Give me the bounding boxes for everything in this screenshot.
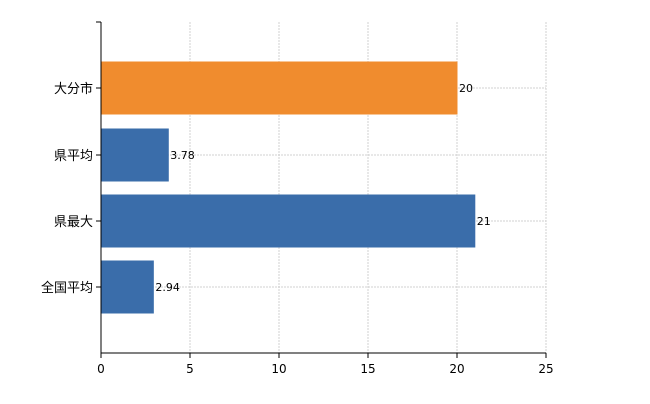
bar-4 (100, 260, 154, 314)
category-label: 県最大 (54, 215, 93, 230)
x-tick-label: 25 (538, 362, 553, 376)
data-label: 20 (459, 82, 473, 95)
x-tick-label: 0 (97, 362, 105, 376)
x-tick-label: 10 (271, 362, 286, 376)
bar-3 (100, 194, 476, 248)
bar-2 (100, 128, 169, 182)
axis-layer (100, 22, 546, 354)
x-tick-label: 20 (449, 362, 464, 376)
bar-layer (100, 61, 476, 314)
x-tick-label: 15 (360, 362, 375, 376)
label-layer: 0 5 10 15 20 25 大分市 20 県平均 3.78 県最大 21 全国平均 2.94 (41, 21, 554, 376)
data-label: 3.78 (170, 149, 195, 162)
bar-1 (100, 61, 458, 115)
category-label: 大分市 (54, 81, 93, 97)
x-tick-label: 5 (186, 362, 194, 376)
data-label: 21 (477, 215, 491, 228)
category-label: 県平均 (54, 149, 93, 164)
category-label: 全国平均 (41, 280, 93, 296)
data-label: 2.94 (155, 281, 180, 294)
